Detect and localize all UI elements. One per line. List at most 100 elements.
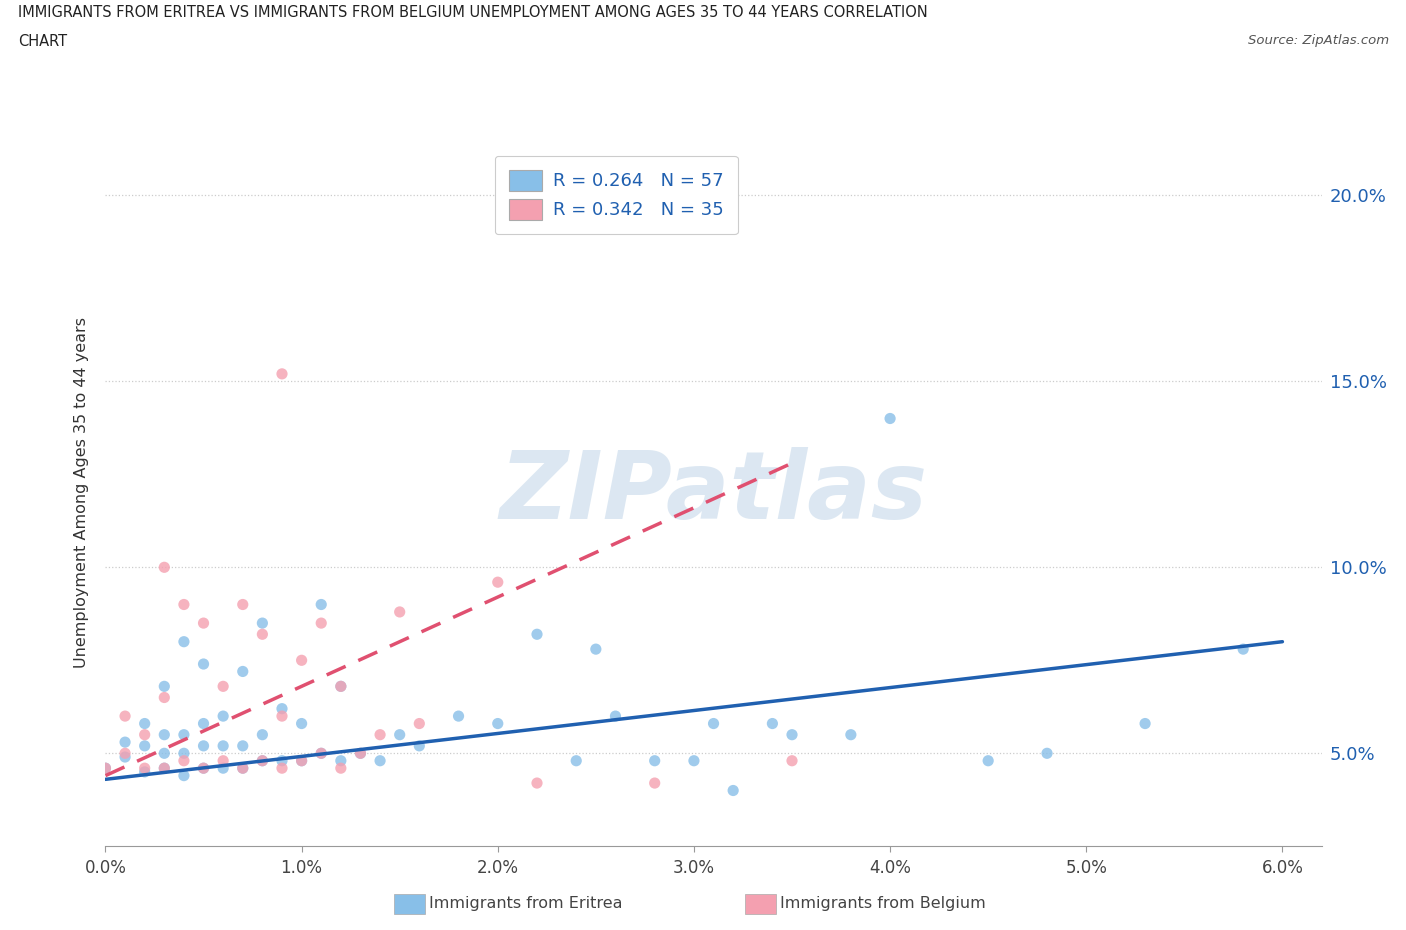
Point — [212, 738, 235, 753]
Point — [153, 690, 176, 705]
Point — [486, 575, 509, 590]
Point — [683, 753, 706, 768]
Point — [212, 709, 235, 724]
Point — [291, 753, 314, 768]
Point — [291, 716, 314, 731]
Point — [193, 616, 215, 631]
Point — [408, 738, 430, 753]
Point — [271, 761, 294, 776]
Point — [721, 783, 744, 798]
Point — [309, 597, 332, 612]
Point — [349, 746, 371, 761]
Text: IMMIGRANTS FROM ERITREA VS IMMIGRANTS FROM BELGIUM UNEMPLOYMENT AMONG AGES 35 TO: IMMIGRANTS FROM ERITREA VS IMMIGRANTS FR… — [18, 5, 928, 20]
Point — [212, 679, 235, 694]
Point — [839, 727, 862, 742]
Point — [173, 768, 195, 783]
Point — [1133, 716, 1156, 731]
Point — [114, 746, 136, 761]
Point — [173, 746, 195, 761]
Point — [447, 709, 470, 724]
Point — [702, 716, 725, 731]
Point — [193, 761, 215, 776]
Point — [291, 653, 314, 668]
Point — [232, 664, 254, 679]
Point — [193, 716, 215, 731]
Point — [368, 753, 391, 768]
Point — [193, 761, 215, 776]
Point — [114, 735, 136, 750]
Point — [526, 627, 548, 642]
Text: Source: ZipAtlas.com: Source: ZipAtlas.com — [1249, 34, 1389, 47]
Point — [780, 753, 803, 768]
Point — [526, 776, 548, 790]
Point — [388, 727, 411, 742]
Point — [232, 738, 254, 753]
Point — [271, 753, 294, 768]
Point — [173, 597, 195, 612]
Point — [309, 746, 332, 761]
Point — [153, 560, 176, 575]
Point — [232, 761, 254, 776]
Point — [134, 761, 156, 776]
Point — [252, 627, 274, 642]
Point — [134, 716, 156, 731]
Point — [94, 761, 117, 776]
Point — [1036, 746, 1059, 761]
Point — [271, 709, 294, 724]
Point — [309, 746, 332, 761]
Point — [349, 746, 371, 761]
Point — [408, 716, 430, 731]
Point — [879, 411, 901, 426]
Point — [271, 701, 294, 716]
Point — [329, 679, 352, 694]
Point — [977, 753, 1000, 768]
Y-axis label: Unemployment Among Ages 35 to 44 years: Unemployment Among Ages 35 to 44 years — [75, 317, 90, 669]
Point — [193, 657, 215, 671]
Point — [153, 727, 176, 742]
Point — [212, 761, 235, 776]
Point — [271, 366, 294, 381]
Point — [114, 709, 136, 724]
Point — [368, 727, 391, 742]
Point — [134, 738, 156, 753]
Point — [291, 753, 314, 768]
Point — [329, 679, 352, 694]
Point — [1232, 642, 1254, 657]
Point — [486, 716, 509, 731]
Legend: R = 0.264   N = 57, R = 0.342   N = 35: R = 0.264 N = 57, R = 0.342 N = 35 — [495, 155, 738, 234]
Point — [644, 776, 666, 790]
Point — [232, 761, 254, 776]
Point — [761, 716, 783, 731]
Point — [585, 642, 607, 657]
Point — [173, 727, 195, 742]
Point — [605, 709, 627, 724]
Text: Immigrants from Eritrea: Immigrants from Eritrea — [429, 897, 623, 911]
Point — [153, 761, 176, 776]
Point — [134, 764, 156, 779]
Point — [388, 604, 411, 619]
Point — [252, 727, 274, 742]
Point — [252, 616, 274, 631]
Text: Immigrants from Belgium: Immigrants from Belgium — [780, 897, 986, 911]
Point — [329, 753, 352, 768]
Point — [94, 761, 117, 776]
Point — [232, 597, 254, 612]
Point — [114, 750, 136, 764]
Point — [309, 616, 332, 631]
Point — [173, 753, 195, 768]
Point — [173, 634, 195, 649]
Point — [153, 679, 176, 694]
Point — [193, 738, 215, 753]
Point — [153, 761, 176, 776]
Point — [252, 753, 274, 768]
Point — [565, 753, 588, 768]
Point — [329, 761, 352, 776]
Point — [134, 727, 156, 742]
Text: CHART: CHART — [18, 34, 67, 49]
Text: ZIPatlas: ZIPatlas — [499, 447, 928, 538]
Point — [780, 727, 803, 742]
Point — [252, 753, 274, 768]
Point — [153, 746, 176, 761]
Point — [212, 753, 235, 768]
Point — [644, 753, 666, 768]
